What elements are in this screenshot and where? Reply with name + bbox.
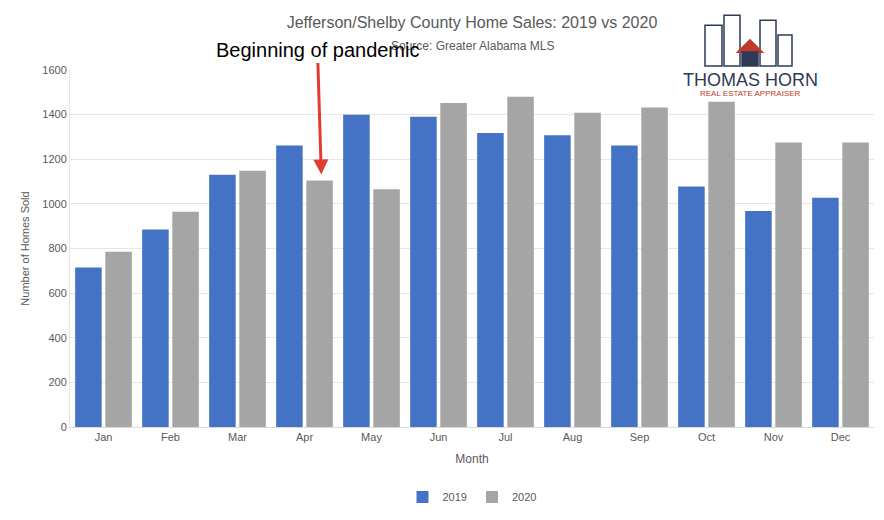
svg-text:Jul: Jul	[498, 431, 512, 443]
svg-text:Sep: Sep	[630, 431, 650, 443]
svg-text:200: 200	[48, 376, 66, 388]
svg-text:Number of Homes Sold: Number of Homes Sold	[19, 191, 31, 305]
svg-text:Mar: Mar	[228, 431, 247, 443]
svg-text:2019: 2019	[443, 491, 467, 503]
svg-text:Jefferson/Shelby County Home S: Jefferson/Shelby County Home Sales: 2019…	[287, 14, 658, 31]
svg-text:1200: 1200	[42, 153, 66, 165]
svg-text:Jun: Jun	[430, 431, 448, 443]
svg-text:Dec: Dec	[831, 431, 851, 443]
svg-text:Source: Greater Alabama MLS: Source: Greater Alabama MLS	[391, 39, 554, 53]
svg-text:1400: 1400	[42, 108, 66, 120]
svg-text:May: May	[361, 431, 382, 443]
svg-text:1000: 1000	[42, 198, 66, 210]
svg-text:Nov: Nov	[764, 431, 784, 443]
svg-text:Jan: Jan	[95, 431, 113, 443]
svg-text:Oct: Oct	[698, 431, 715, 443]
svg-text:2020: 2020	[512, 491, 536, 503]
svg-text:THOMAS HORN: THOMAS HORN	[683, 70, 818, 90]
svg-text:Aug: Aug	[563, 431, 583, 443]
svg-text:REAL ESTATE APPRAISER: REAL ESTATE APPRAISER	[700, 89, 801, 98]
svg-text:1600: 1600	[42, 64, 66, 76]
svg-text:600: 600	[48, 287, 66, 299]
svg-text:Apr: Apr	[296, 431, 313, 443]
svg-text:Beginning of pandemic: Beginning of pandemic	[216, 39, 419, 61]
svg-text:800: 800	[48, 242, 66, 254]
svg-text:400: 400	[48, 332, 66, 344]
svg-text:0: 0	[61, 421, 67, 433]
svg-text:Month: Month	[455, 452, 488, 466]
svg-text:Feb: Feb	[161, 431, 180, 443]
